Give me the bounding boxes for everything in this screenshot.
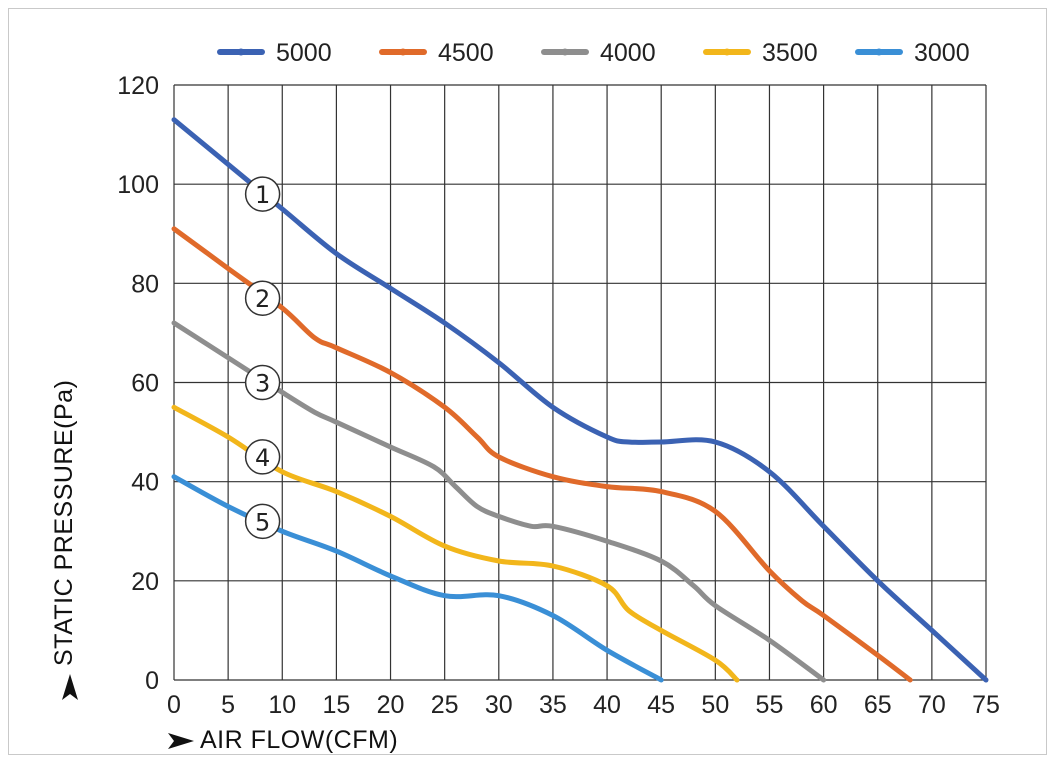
series-line-3500 xyxy=(171,404,740,683)
x-tick-label: 15 xyxy=(322,691,350,719)
x-tick-label: 30 xyxy=(485,691,513,719)
legend: 5000 4500 4000 3500 3000 xyxy=(217,39,970,67)
legend-swatch-dot xyxy=(723,48,731,56)
series-line-5000 xyxy=(171,117,989,683)
y-tick-label: 60 xyxy=(131,370,159,398)
curve-marker-number: 3 xyxy=(255,370,270,398)
chart-frame xyxy=(8,8,1047,755)
x-tick-label: 5 xyxy=(221,691,235,719)
x-tick-label: 35 xyxy=(539,691,567,719)
x-tick-label: 40 xyxy=(593,691,621,719)
x-tick-label: 20 xyxy=(377,691,405,719)
curve-marker-circle xyxy=(244,364,281,401)
series-lines xyxy=(171,117,989,683)
curve-markers: 1 2 3 4 5 xyxy=(244,176,281,540)
x-tick-label: 65 xyxy=(864,691,892,719)
y-tick-label: 0 xyxy=(145,667,159,695)
tick-labels: 0 5 10 15 20 25 30 35 40 45 50 55 60 65 70 750204060801… xyxy=(117,72,1000,719)
legend-swatch-dot xyxy=(561,48,569,56)
y-tick-label: 40 xyxy=(131,469,159,497)
curve-marker-circle xyxy=(244,439,281,475)
curve-marker-number: 2 xyxy=(255,285,270,313)
x-tick-label: 60 xyxy=(810,691,838,719)
curve-marker-number: 4 xyxy=(255,444,270,472)
curve-marker-number: 5 xyxy=(255,508,270,536)
grid xyxy=(173,84,987,681)
x-tick-label: 75 xyxy=(972,691,1000,719)
y-tick-label: 120 xyxy=(117,72,159,100)
x-tick-label: 55 xyxy=(756,691,784,719)
curve-marker-circle xyxy=(244,280,281,316)
x-tick-label: 10 xyxy=(268,691,296,719)
y-axis-title: STATIC PRESSURE(Pa) xyxy=(50,380,78,666)
x-tick-label: 25 xyxy=(431,691,459,719)
legend-label: 4500 xyxy=(438,39,494,67)
x-tick-label: 0 xyxy=(167,691,181,719)
y-tick-label: 100 xyxy=(117,171,159,199)
x-tick-label: 70 xyxy=(918,691,946,719)
series-line-4500 xyxy=(171,226,913,683)
x-tick-label: 50 xyxy=(701,691,729,719)
curve-marker-number: 1 xyxy=(255,181,270,209)
x-tick-label: 45 xyxy=(647,691,675,719)
x-axis-title: AIR FLOW(CFM) xyxy=(200,726,398,754)
legend-swatch-dot xyxy=(237,48,245,56)
curve-marker-circle xyxy=(244,176,281,212)
curve-marker-circle xyxy=(244,503,281,540)
series-line-4000 xyxy=(171,320,827,683)
legend-label: 3500 xyxy=(762,39,818,67)
legend-label: 5000 xyxy=(276,39,332,67)
y-tick-label: 80 xyxy=(131,270,159,298)
legend-label: 4000 xyxy=(600,39,656,67)
x-axis-arrow-icon xyxy=(168,733,194,749)
legend-swatch-dot xyxy=(875,48,883,56)
y-axis-arrow-icon xyxy=(62,674,78,700)
legend-label: 3000 xyxy=(914,39,970,67)
legend-swatch-dot xyxy=(399,48,407,56)
y-tick-label: 20 xyxy=(131,568,159,596)
